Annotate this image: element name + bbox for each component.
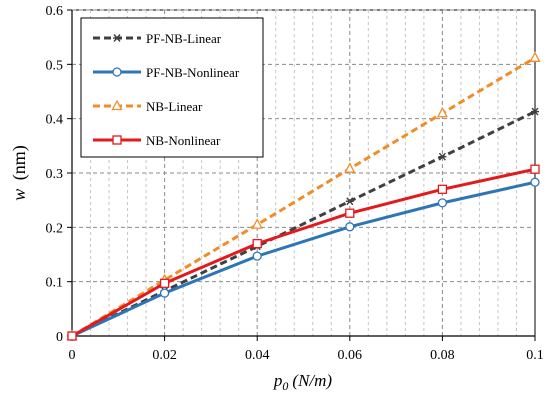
tick-labels: 0 0.1 0.2 0.3 0.4 0.5 0.6 0 0.02 0.04 0.06 0.08 0.1 <box>46 4 544 363</box>
data-point-triangle <box>344 162 356 173</box>
data-point-asterisk <box>438 152 447 161</box>
x-tick-label: 0.06 <box>338 348 363 363</box>
series-line <box>71 56 536 338</box>
axes <box>67 9 536 341</box>
legend-item: NB-Linear <box>93 99 203 114</box>
x-tick-label: 0 <box>69 348 76 363</box>
data-point-square <box>159 278 170 288</box>
y-axis-title-symbol: w <box>9 189 29 201</box>
data-point-circle <box>530 177 540 187</box>
x-tick-label: 0.1 <box>526 348 544 363</box>
y-axis-title-unit: (nm) <box>9 145 30 180</box>
data-point-square <box>112 135 122 145</box>
x-axis-title-symbol: p <box>273 371 283 390</box>
series-line <box>71 110 536 338</box>
series-group <box>66 51 541 341</box>
data-point-square <box>345 208 355 218</box>
x-axis-title-subscript: 0 <box>282 379 288 393</box>
data-point-square <box>437 184 448 194</box>
y-tick-label: 0.1 <box>46 276 64 291</box>
data-point-triangle <box>436 106 448 118</box>
data-point-square <box>252 238 262 249</box>
x-axis-title-unit: (N/m) <box>292 371 332 390</box>
y-tick-label: 0.5 <box>46 58 64 73</box>
y-tick-label: 0.2 <box>46 221 64 236</box>
data-point-asterisk <box>113 34 121 42</box>
series-line <box>71 167 536 338</box>
data-point-circle <box>437 198 448 208</box>
legend-label: PF-NB-Nonlinear <box>146 65 240 80</box>
data-point-circle <box>252 251 262 261</box>
x-tick-label: 0.04 <box>245 348 270 363</box>
legend-box <box>80 17 264 158</box>
y-tick-label: 0.3 <box>46 167 64 182</box>
data-point-circle <box>345 222 355 232</box>
data-point-triangle <box>251 218 263 229</box>
x-tick-label: 0.08 <box>430 348 455 363</box>
legend-item: NB-Nonlinear <box>93 133 221 148</box>
x-tick-label: 0.02 <box>152 348 177 363</box>
legend: PF-NB-Linear PF-NB-Nonlinear NB-Linear NB-N… <box>80 17 264 158</box>
series-line <box>71 180 536 338</box>
y-axis-title: w (nm) <box>9 145 30 201</box>
legend-item: PF-NB-Linear <box>93 31 222 46</box>
legend-item: PF-NB-Nonlinear <box>93 65 240 80</box>
x-axis-title: p0 (N/m) <box>273 371 333 393</box>
data-point-square <box>67 331 77 341</box>
y-tick-label: 0 <box>56 330 63 345</box>
y-tick-label: 0.6 <box>46 4 64 19</box>
data-point-triangle <box>529 51 541 62</box>
legend-label: NB-Nonlinear <box>146 133 221 148</box>
data-point-circle <box>159 288 170 298</box>
y-tick-label: 0.4 <box>46 113 64 128</box>
legend-label: NB-Linear <box>146 99 203 114</box>
data-point-asterisk <box>531 107 539 116</box>
legend-label: PF-NB-Linear <box>146 31 222 46</box>
data-point-circle <box>112 67 122 77</box>
data-point-triangle <box>111 99 123 111</box>
data-point-square <box>530 164 540 174</box>
series-nb-nonlinear <box>67 164 540 341</box>
data-point-asterisk <box>345 197 354 206</box>
